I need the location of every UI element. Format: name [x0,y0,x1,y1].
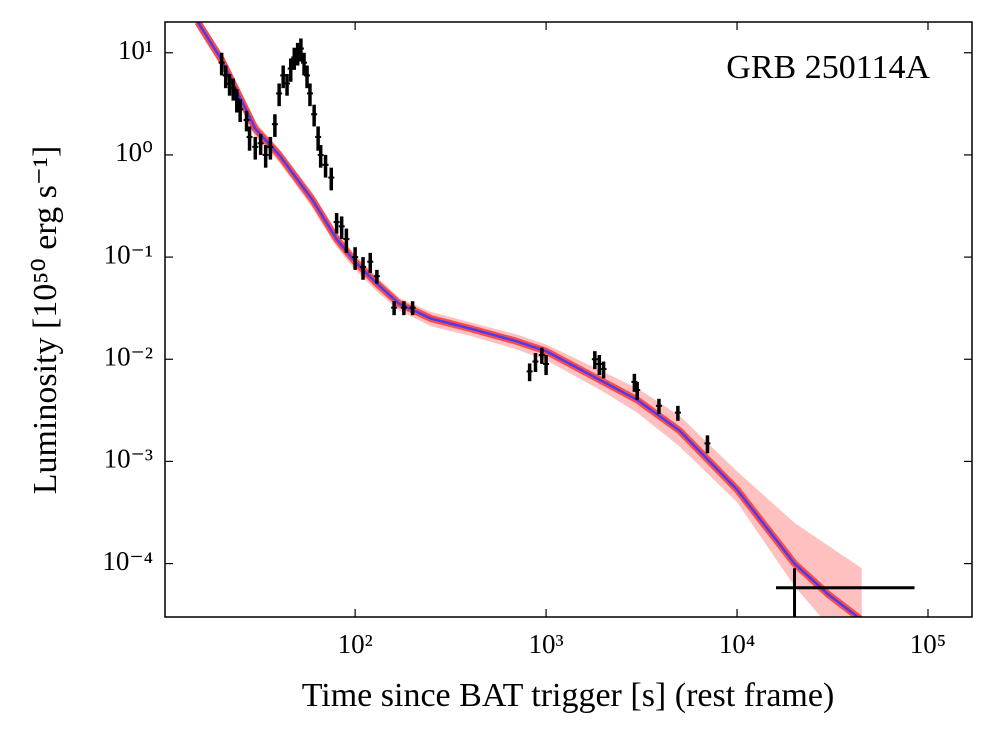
x-tick-label: 10⁴ [719,629,755,659]
model-line [196,22,860,617]
plot-area [194,22,915,617]
x-tick-label: 10³ [529,629,564,659]
annotation: GRB 250114A [726,49,930,86]
y-tick-label: 10⁻² [104,341,153,371]
y-axis-label: Luminosity [10⁵⁰ erg s⁻¹] [27,146,64,495]
y-tick-label: 10⁻³ [104,444,153,474]
y-tick-label: 10¹ [118,35,153,65]
x-tick-label: 10² [338,629,373,659]
y-tick-label: 10⁻¹ [104,239,153,269]
axes-frame [164,21,973,618]
x-tick-label: 10⁵ [910,629,946,659]
x-axis-label: Time since BAT trigger [s] (rest frame) [302,677,835,714]
y-tick-label: 10⁻⁴ [102,546,153,576]
posterior-band [197,22,862,617]
y-tick-label: 10⁰ [115,137,153,167]
